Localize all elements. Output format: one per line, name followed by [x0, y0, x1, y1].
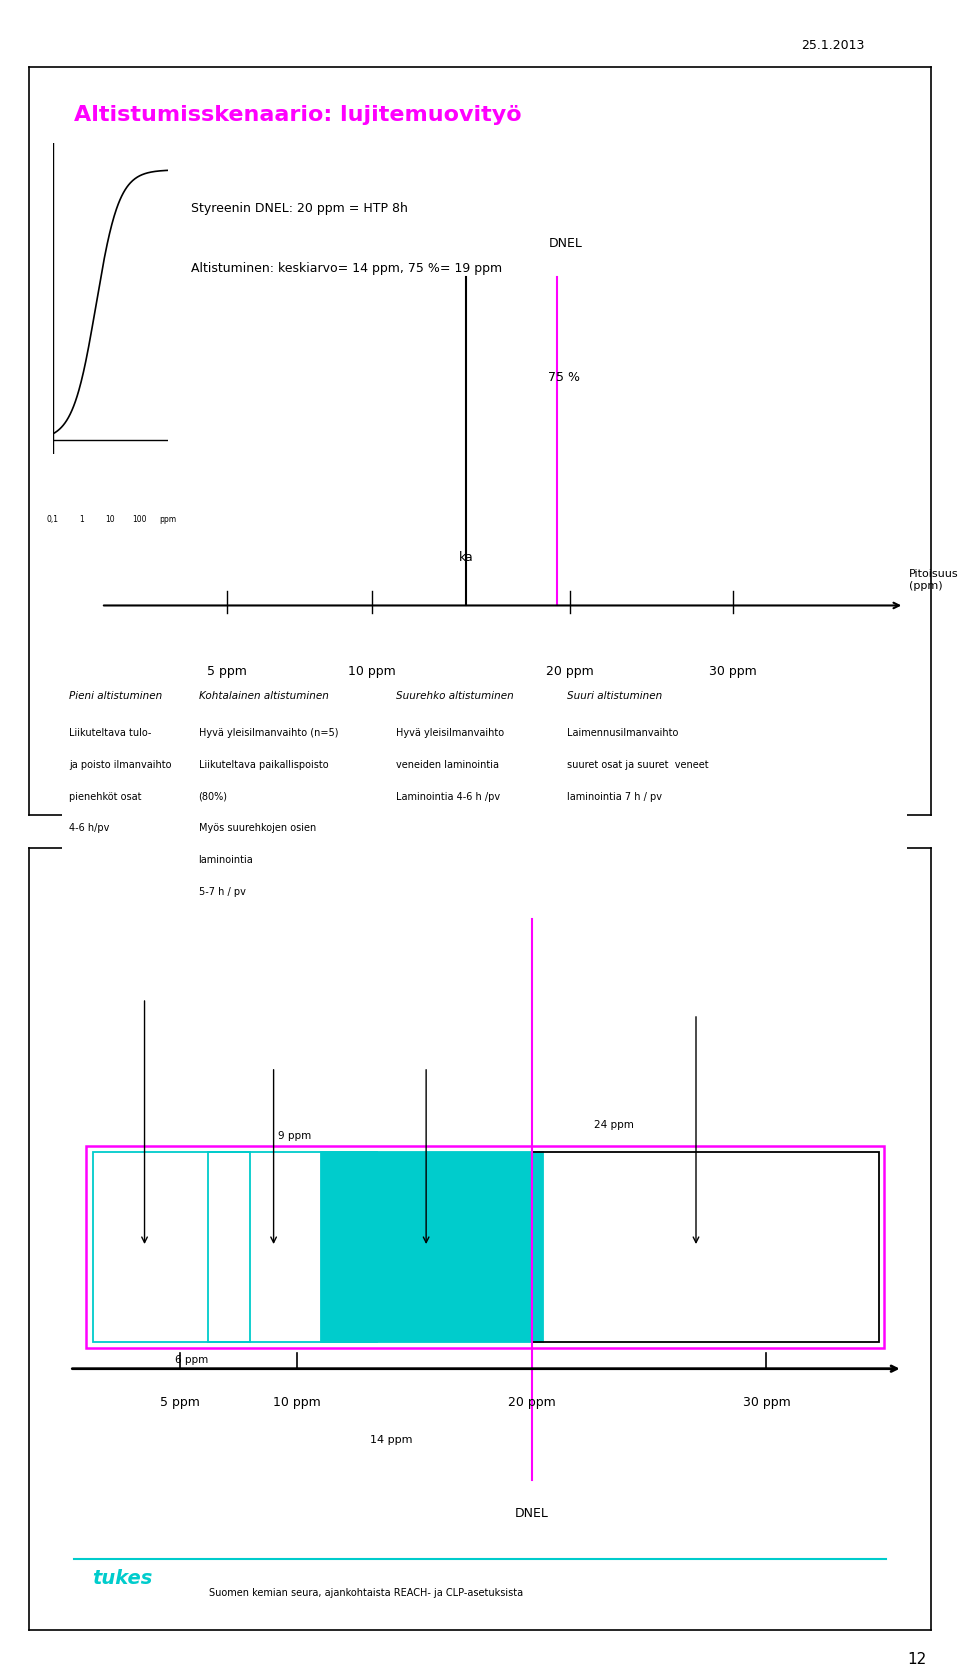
Text: 14 ppm: 14 ppm [370, 1435, 412, 1445]
Text: Suomen kemian seura, ajankohtaista REACH- ja CLP-asetuksista: Suomen kemian seura, ajankohtaista REACH… [209, 774, 523, 785]
Text: Pieni altistuminen: Pieni altistuminen [69, 690, 162, 701]
Text: Suuri altistuminen: Suuri altistuminen [567, 690, 662, 701]
Text: 10 ppm: 10 ppm [274, 1396, 321, 1410]
Text: Altistuminen: 1-35 ppm; keskiarvo 14 ppm: Altistuminen: 1-35 ppm; keskiarvo 14 ppm [92, 934, 376, 948]
Text: 25.1.2013: 25.1.2013 [801, 39, 864, 52]
Text: DNEL: DNEL [549, 237, 583, 250]
Text: ka: ka [459, 551, 474, 563]
Text: Myös suurehkojen osien: Myös suurehkojen osien [199, 823, 316, 833]
Text: Suomen kemian seura, ajankohtaista REACH- ja CLP-asetuksista: Suomen kemian seura, ajankohtaista REACH… [209, 1588, 523, 1598]
Bar [532, 1151, 879, 1342]
Text: 24 ppm: 24 ppm [594, 1121, 634, 1131]
Text: 9 ppm: 9 ppm [278, 1131, 312, 1141]
Text: DNEL: DNEL [515, 1507, 549, 1520]
Text: 4-6 h/pv: 4-6 h/pv [69, 823, 109, 833]
Text: tukes: tukes [92, 756, 153, 776]
Text: ppm: ppm [159, 516, 177, 524]
Text: 10 ppm: 10 ppm [348, 665, 396, 679]
Text: laminointia: laminointia [199, 855, 253, 865]
Text: laminointia 7 h / pv: laminointia 7 h / pv [567, 791, 662, 801]
Text: 5 ppm: 5 ppm [159, 1396, 200, 1410]
Bar [208, 1151, 377, 1342]
Text: 20 ppm: 20 ppm [508, 1396, 556, 1410]
Text: Kohtalainen altistuminen: Kohtalainen altistuminen [199, 690, 328, 701]
Text: 0,1: 0,1 [47, 516, 59, 524]
Text: 1: 1 [80, 516, 84, 524]
Text: 5-7 h / pv: 5-7 h / pv [199, 887, 246, 897]
Text: ja poisto ilmanvaihto: ja poisto ilmanvaihto [69, 759, 172, 769]
Text: Laminointia 4-6 h /pv: Laminointia 4-6 h /pv [396, 791, 500, 801]
Text: Liikuteltava tulo-: Liikuteltava tulo- [69, 727, 152, 738]
Bar [321, 1151, 543, 1342]
Text: Liikuteltava paikallispoisto: Liikuteltava paikallispoisto [199, 759, 328, 769]
Text: Styreenin DNEL: 20 ppm = HTP 8h: Styreenin DNEL: 20 ppm = HTP 8h [191, 202, 408, 215]
Text: 20 ppm: 20 ppm [546, 665, 594, 679]
Text: veneiden laminointia: veneiden laminointia [396, 759, 498, 769]
Text: 30 ppm: 30 ppm [708, 665, 756, 679]
Text: Altistumisskenaario: lujitemuovityö: Altistumisskenaario: lujitemuovityö [74, 872, 521, 892]
Text: 100: 100 [132, 516, 147, 524]
Text: suuret osat ja suuret  veneet: suuret osat ja suuret veneet [567, 759, 708, 769]
Text: Suurehko altistuminen: Suurehko altistuminen [396, 690, 514, 701]
Text: Hyvä yleisilmanvaihto (n=5): Hyvä yleisilmanvaihto (n=5) [199, 727, 338, 738]
Text: 30 ppm: 30 ppm [742, 1396, 790, 1410]
Text: 5 ppm: 5 ppm [207, 665, 248, 679]
Text: 12: 12 [907, 1651, 926, 1667]
Bar [85, 1146, 884, 1347]
Text: Altistumisskenaario: lujitemuovityö: Altistumisskenaario: lujitemuovityö [74, 104, 521, 124]
Text: pienehköt osat: pienehköt osat [69, 791, 142, 801]
Text: tukes: tukes [92, 1569, 153, 1588]
Text: 10: 10 [106, 516, 115, 524]
Text: Altistuminen: keskiarvo= 14 ppm, 75 %= 19 ppm: Altistuminen: keskiarvo= 14 ppm, 75 %= 1… [191, 262, 502, 274]
Text: (80%): (80%) [199, 791, 228, 801]
Bar [93, 1151, 251, 1342]
Text: 6 ppm: 6 ppm [175, 1356, 208, 1366]
Text: Hyvä yleisilmanvaihto: Hyvä yleisilmanvaihto [396, 727, 504, 738]
Text: Laimennusilmanvaihto: Laimennusilmanvaihto [567, 727, 679, 738]
Text: 75 %: 75 % [547, 371, 580, 385]
Text: Pitoisuus
(ppm): Pitoisuus (ppm) [908, 570, 958, 590]
